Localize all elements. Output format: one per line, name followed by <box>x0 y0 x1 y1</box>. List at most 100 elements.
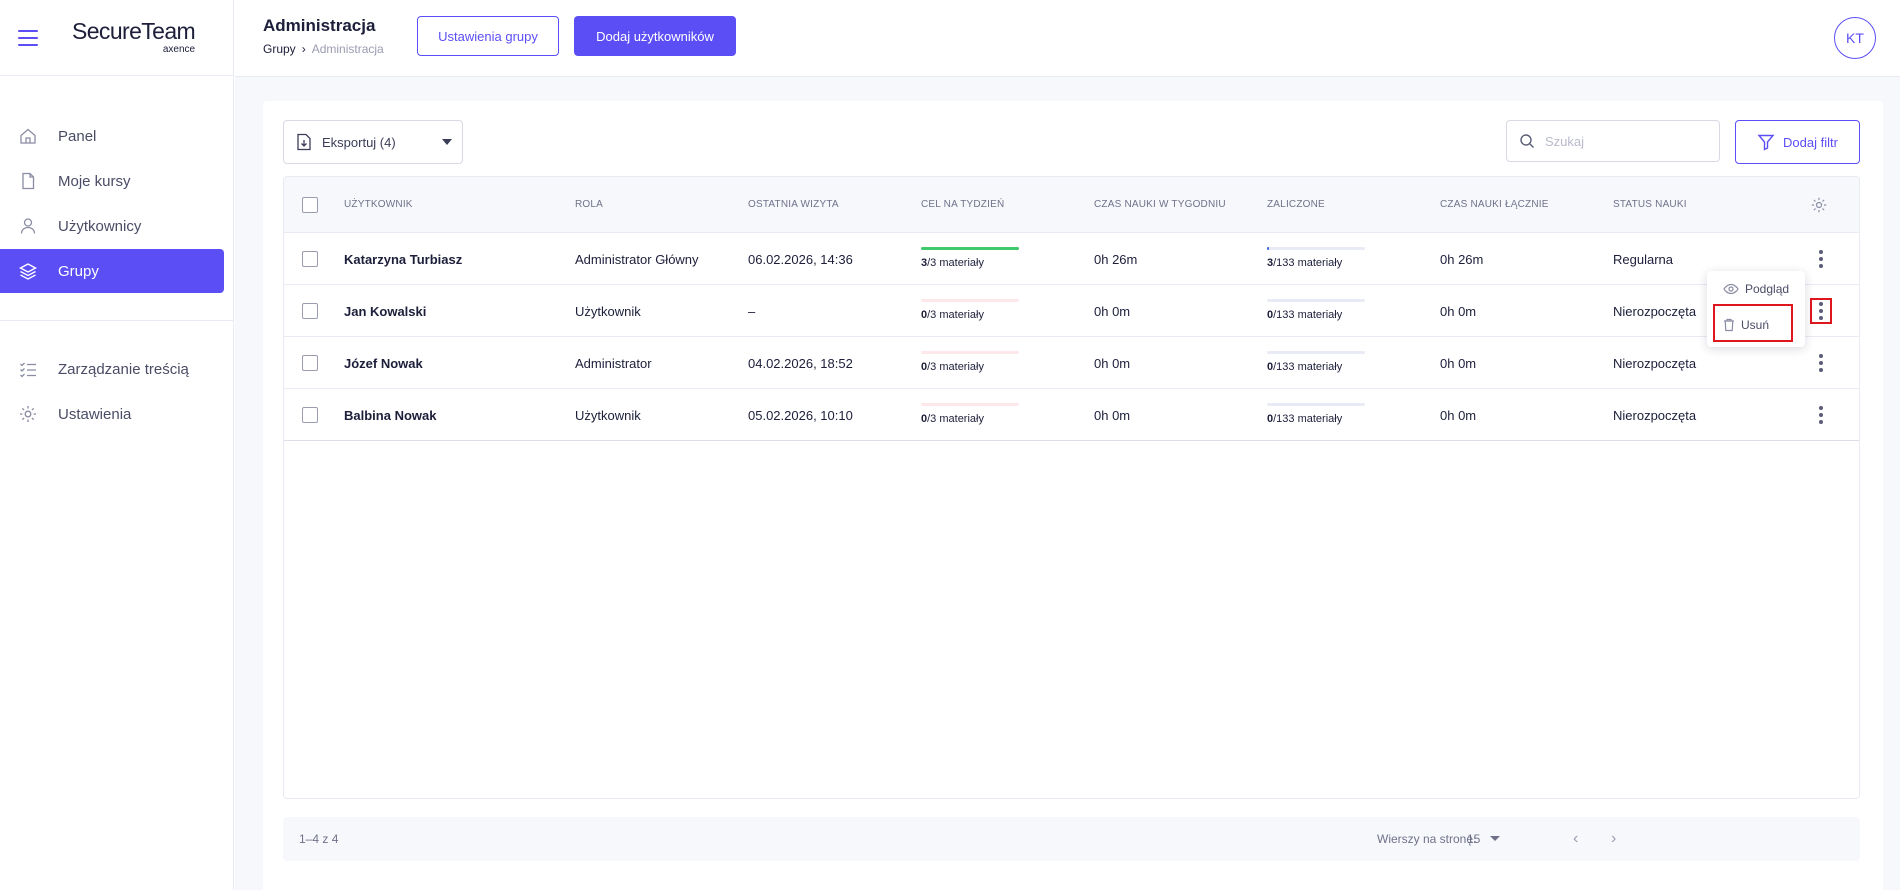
select-all-checkbox[interactable] <box>302 197 318 213</box>
table-row[interactable]: Katarzyna Turbiasz Administrator Główny … <box>284 233 1859 285</box>
main-area: Eksportuj (4) Dodaj filtr UŻYTKOWNIK ROL… <box>235 77 1900 890</box>
columns-settings-icon[interactable] <box>1810 196 1828 214</box>
sidebar-item-label: Zarządzanie treścią <box>58 360 189 378</box>
weekly-goal-total: /3 materiały <box>927 361 984 373</box>
user-name[interactable]: Balbina Nowak <box>344 408 437 423</box>
menu-icon[interactable] <box>18 29 38 46</box>
rows-per-page-label: Wierszy na stronę: <box>1377 832 1477 846</box>
menu-item-preview[interactable]: Podgląd <box>1707 271 1805 307</box>
table-row[interactable]: Balbina Nowak Użytkownik 05.02.2026, 10:… <box>284 389 1859 441</box>
sidebar-item-groups[interactable]: Grupy <box>0 249 224 293</box>
weekly-goal-total: /3 materiały <box>927 257 984 269</box>
passed-progress: 3/133 materiały <box>1267 247 1365 269</box>
row-checkbox[interactable] <box>302 303 318 319</box>
eye-icon <box>1723 283 1739 295</box>
row-checkbox[interactable] <box>302 407 318 423</box>
sidebar-item-content-management[interactable]: Zarządzanie treścią <box>0 347 224 391</box>
weekly-time: 0h 0m <box>1094 356 1131 371</box>
add-users-button[interactable]: Dodaj użytkowników <box>574 16 736 56</box>
weekly-time: 0h 26m <box>1094 252 1138 267</box>
passed-bar <box>1267 351 1365 354</box>
top-bar: Administracja Grupy › Administracja Usta… <box>235 0 1900 77</box>
table-row[interactable]: Jan Kowalski Użytkownik – 0/3 materiały … <box>284 285 1859 337</box>
passed-progress: 0/133 materiały <box>1267 351 1365 373</box>
sidebar: SecureTeam axence Panel Moje kursy Użytk… <box>0 0 234 890</box>
sidebar-divider <box>0 320 233 321</box>
avatar[interactable]: KT <box>1834 17 1876 59</box>
weekly-goal-bar <box>921 403 1019 406</box>
sidebar-item-panel[interactable]: Panel <box>0 114 224 158</box>
column-header-weekly-time[interactable]: CZAS NAUKI W TYGODNIU <box>1094 199 1226 210</box>
weekly-goal-bar <box>921 299 1019 302</box>
passed-progress: 0/133 materiały <box>1267 403 1365 425</box>
weekly-time: 0h 0m <box>1094 408 1131 423</box>
search-box <box>1506 120 1720 162</box>
table-header: UŻYTKOWNIK ROLA OSTATNIA WIZYTA CEL NA T… <box>284 177 1859 233</box>
sidebar-nav: Panel Moje kursy Użytkownicy Grupy Zarz <box>0 76 233 436</box>
more-vertical-icon[interactable] <box>1819 354 1823 372</box>
chevron-left-icon[interactable]: ‹ <box>1573 830 1579 847</box>
passed-done: 0 <box>1267 309 1274 321</box>
user-name[interactable]: Katarzyna Turbiasz <box>344 252 463 267</box>
column-header-passed[interactable]: ZALICZONE <box>1267 199 1325 210</box>
rows-per-page-select[interactable]: 15 <box>1467 832 1481 846</box>
more-vertical-icon[interactable] <box>1819 406 1823 424</box>
passed-done: 0 <box>1267 413 1274 425</box>
column-header-user[interactable]: UŻYTKOWNIK <box>344 199 413 210</box>
row-checkbox[interactable] <box>302 251 318 267</box>
group-settings-button[interactable]: Ustawienia grupy <box>417 16 559 56</box>
column-header-last-visit[interactable]: OSTATNIA WIZYTA <box>748 199 839 210</box>
total-time: 0h 0m <box>1440 356 1477 371</box>
sidebar-item-label: Panel <box>58 127 97 145</box>
passed-fill <box>1267 247 1270 250</box>
passed-total: /133 materiały <box>1273 413 1343 425</box>
column-header-total-time[interactable]: CZAS NAUKI ŁĄCZNIE <box>1440 199 1549 210</box>
learning-status: Nierozpoczęta <box>1613 408 1697 423</box>
sidebar-item-label: Użytkownicy <box>58 217 142 235</box>
passed-done: 3 <box>1267 257 1274 269</box>
row-checkbox[interactable] <box>302 355 318 371</box>
total-time: 0h 0m <box>1440 304 1477 319</box>
chevron-right-icon[interactable]: › <box>1611 830 1617 847</box>
passed-total: /133 materiały <box>1273 361 1343 373</box>
logo-name: SecureTeam <box>72 18 196 44</box>
user-name[interactable]: Jan Kowalski <box>344 304 427 319</box>
user-name[interactable]: Józef Nowak <box>344 356 423 371</box>
passed-bar <box>1267 299 1365 302</box>
weekly-time: 0h 0m <box>1094 304 1131 319</box>
highlight-frame <box>1810 298 1832 324</box>
column-header-status[interactable]: STATUS NAUKI <box>1613 199 1687 210</box>
add-filter-button[interactable]: Dodaj filtr <box>1735 120 1860 164</box>
more-vertical-icon[interactable] <box>1819 250 1823 268</box>
column-header-role[interactable]: ROLA <box>575 199 604 210</box>
caret-down-icon[interactable] <box>1490 836 1500 841</box>
weekly-goal-done: 0 <box>921 309 928 321</box>
table-row[interactable]: Józef Nowak Administrator 04.02.2026, 18… <box>284 337 1859 389</box>
weekly-goal-done: 3 <box>921 257 928 269</box>
content-card: Eksportuj (4) Dodaj filtr UŻYTKOWNIK ROL… <box>263 101 1883 890</box>
menu-item-delete[interactable]: Usuń <box>1707 307 1805 343</box>
more-vertical-icon[interactable] <box>1819 302 1823 320</box>
weekly-goal-progress: 3/3 materiały <box>921 247 1019 269</box>
user-role: Użytkownik <box>575 304 641 319</box>
search-input[interactable] <box>1545 133 1705 149</box>
total-time: 0h 26m <box>1440 252 1484 267</box>
passed-total: /133 materiały <box>1273 309 1343 321</box>
row-actions-menu: Podgląd Usuń <box>1707 271 1805 347</box>
document-icon <box>18 171 38 191</box>
last-visit: 06.02.2026, 14:36 <box>748 252 853 267</box>
column-header-weekly-goal[interactable]: CEL NA TYDZIEŃ <box>921 199 1005 210</box>
sidebar-item-settings[interactable]: Ustawienia <box>0 392 224 436</box>
weekly-goal-bar <box>921 247 1019 250</box>
weekly-goal-progress: 0/3 materiały <box>921 403 1019 425</box>
checklist-icon <box>18 359 38 379</box>
sidebar-item-my-courses[interactable]: Moje kursy <box>0 159 224 203</box>
filter-icon <box>1757 133 1775 151</box>
learning-status: Regularna <box>1613 252 1673 267</box>
breadcrumb-current: Administracja <box>311 42 384 56</box>
file-download-icon <box>296 133 312 151</box>
logo[interactable]: SecureTeam axence <box>72 18 196 56</box>
export-dropdown[interactable]: Eksportuj (4) <box>283 120 463 164</box>
breadcrumb-groups-link[interactable]: Grupy <box>263 42 296 56</box>
sidebar-item-users[interactable]: Użytkownicy <box>0 204 224 248</box>
